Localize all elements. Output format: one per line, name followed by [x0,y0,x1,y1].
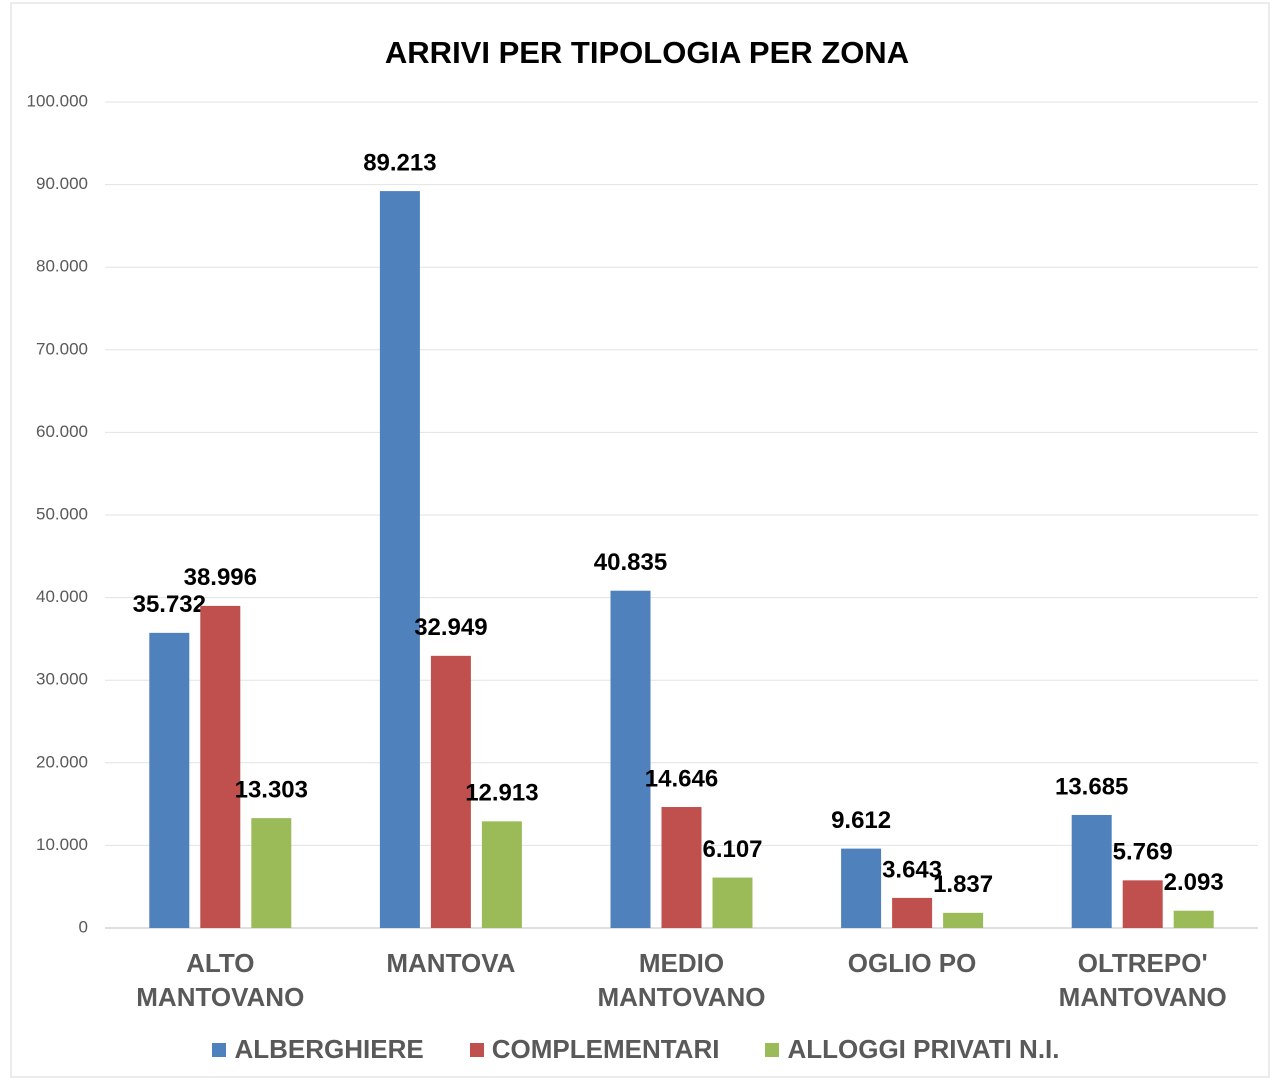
value-label: 40.835 [594,549,667,576]
value-label: 1.837 [933,871,993,898]
y-tick-label: 30.000 [36,670,88,689]
x-tick-label: MANTOVA [386,948,516,978]
value-label: 13.303 [235,776,308,803]
bar [481,821,522,928]
legend-label: COMPLEMENTARI [491,1034,720,1064]
value-label: 35.732 [133,591,206,618]
bar [1173,910,1214,928]
y-tick-label: 20.000 [36,752,88,771]
legend-swatch [765,1042,780,1057]
bar [1122,880,1163,928]
legend-item: ALLOGGI PRIVATI N.I. [765,1034,1060,1065]
value-label: 89.213 [363,149,436,176]
chart-title: ARRIVI PER TIPOLOGIA PER ZONA [385,35,909,70]
legend: ALBERGHIERE COMPLEMENTARI ALLOGGI PRIVATI … [0,1034,1272,1065]
value-label: 32.949 [414,614,487,641]
bar [943,912,984,928]
value-label: 12.913 [465,780,538,807]
bar [430,655,471,928]
value-label: 38.996 [184,564,257,591]
bar [149,632,190,928]
bar [841,848,882,928]
value-label: 13.685 [1055,773,1128,800]
bar [379,191,420,929]
y-tick-label: 90.000 [36,174,88,193]
value-label: 9.612 [831,807,891,834]
bar [712,877,753,928]
legend-label: ALLOGGI PRIVATI N.I. [787,1034,1060,1064]
value-label: 6.107 [702,836,762,863]
y-tick-label: 80.000 [36,257,88,276]
y-tick-label: 50.000 [36,504,88,523]
y-tick-label: 10.000 [36,835,88,854]
y-tick-label: 100.000 [27,91,88,110]
legend-item: COMPLEMENTARI [469,1034,720,1065]
bar [892,897,933,928]
x-tick-label: MEDIO MANTOVANO [597,948,766,1012]
legend-swatch [469,1042,484,1057]
value-label: 14.646 [645,765,718,792]
x-tick-label: ALTO MANTOVANO [136,948,305,1012]
bar [661,807,702,928]
y-tick-label: 0 [79,917,88,936]
x-tick-label: OLTREPO' MANTOVANO [1058,948,1227,1012]
y-tick-label: 70.000 [36,339,88,358]
value-label: 2.093 [1164,869,1224,896]
legend-item: ALBERGHIERE [212,1034,424,1065]
legend-label: ALBERGHIERE [234,1034,424,1064]
bar [200,605,241,928]
value-label: 5.769 [1113,839,1173,866]
bar [251,818,292,928]
bar [610,590,651,928]
bar [1071,814,1112,928]
x-tick-label: OGLIO PO [847,948,977,978]
legend-swatch [212,1042,227,1057]
y-tick-label: 40.000 [36,587,88,606]
value-label: 3.643 [882,856,942,883]
y-tick-label: 60.000 [36,422,88,441]
